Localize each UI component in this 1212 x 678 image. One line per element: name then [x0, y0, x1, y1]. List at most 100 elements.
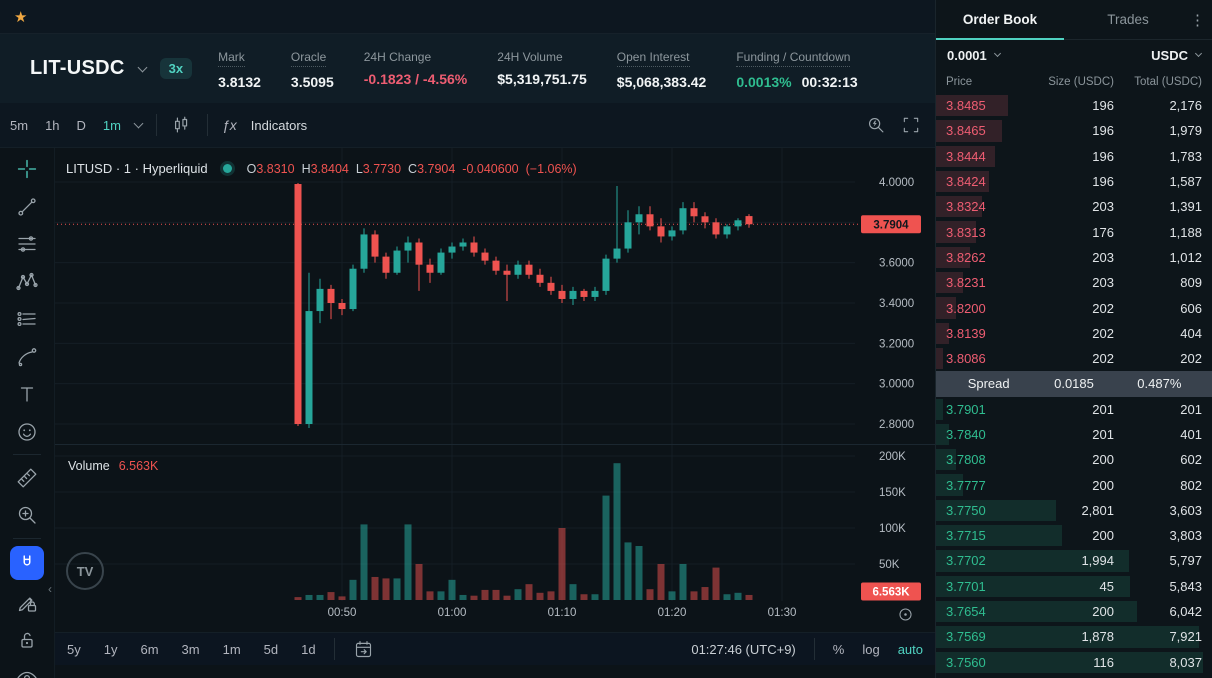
- bid-row[interactable]: 3.7701 45 5,843: [936, 574, 1212, 599]
- kebab-menu-icon[interactable]: ⋮: [1190, 12, 1205, 29]
- price-cell: 3.7701: [946, 578, 986, 594]
- bid-row[interactable]: 3.7569 1,878 7,921: [936, 624, 1212, 649]
- ask-row[interactable]: 3.8324 203 1,391: [936, 194, 1212, 219]
- percent-scale-button[interactable]: %: [832, 641, 845, 657]
- zoom-in-tool[interactable]: [12, 500, 42, 530]
- price-chart-canvas[interactable]: 4.0000 3.6000 3.4000 3.2000 3.0000 2.8000 200K…: [55, 148, 935, 632]
- fib-retracement-tool[interactable]: [12, 229, 42, 259]
- size-cell: 203: [1092, 199, 1114, 215]
- text-tool[interactable]: [12, 379, 42, 409]
- volume-label: Volume: [68, 459, 110, 473]
- depth-bar: [936, 626, 1200, 648]
- interval-D[interactable]: D: [76, 117, 86, 133]
- price-cell: 3.8465: [946, 123, 986, 139]
- emoji-tool[interactable]: [12, 417, 42, 447]
- ask-row[interactable]: 3.8313 176 1,188: [936, 219, 1212, 244]
- svg-text:6.563K: 6.563K: [872, 587, 910, 599]
- bid-row[interactable]: 3.7777 200 802: [936, 472, 1212, 497]
- ask-row[interactable]: 3.8465 196 1,979: [936, 118, 1212, 143]
- interval-5m[interactable]: 5m: [10, 117, 29, 133]
- fullscreen-icon[interactable]: [901, 115, 921, 135]
- leverage-badge[interactable]: 3x: [159, 58, 193, 79]
- indicators-button[interactable]: Indicators: [250, 117, 308, 133]
- range-1m[interactable]: 1m: [222, 641, 241, 657]
- spread-label: Spread: [967, 376, 1010, 392]
- collapse-drawing-toolbar-arrow[interactable]: ‹: [48, 582, 52, 596]
- favorites-star-icon[interactable]: ★: [14, 8, 28, 26]
- trend-line-tool[interactable]: [12, 192, 42, 222]
- ask-row[interactable]: 3.8444 196 1,783: [936, 144, 1212, 169]
- interval-1m[interactable]: 1m: [102, 117, 121, 133]
- bid-row[interactable]: 3.7715 200 3,803: [936, 523, 1212, 548]
- quick-search-icon[interactable]: [865, 114, 887, 136]
- range-5y[interactable]: 5y: [67, 641, 81, 657]
- bid-row[interactable]: 3.7654 200 6,042: [936, 599, 1212, 624]
- quote-currency-select[interactable]: USDC: [1151, 48, 1203, 63]
- brush-tool[interactable]: [12, 342, 42, 372]
- total-cell: 6,042: [1169, 604, 1202, 620]
- ask-row[interactable]: 3.8231 203 809: [936, 270, 1212, 295]
- spread-percent: 0.487%: [1137, 376, 1182, 392]
- price-cell: 3.8313: [946, 224, 986, 240]
- timezone-clock[interactable]: 01:27:46 (UTC+9): [691, 641, 796, 657]
- divider: [13, 454, 41, 455]
- bid-row[interactable]: 3.7808 200 602: [936, 447, 1212, 472]
- market-status-dot-icon[interactable]: [222, 164, 232, 173]
- total-cell: 8,037: [1169, 654, 1202, 670]
- measure-tool[interactable]: [12, 463, 42, 493]
- ask-row[interactable]: 3.8139 202 404: [936, 321, 1212, 346]
- projection-tool[interactable]: [12, 304, 42, 334]
- stat-value-part: 00:32:13: [801, 73, 858, 90]
- range-1y[interactable]: 1y: [103, 641, 118, 657]
- depth-bar: [936, 297, 957, 319]
- drawing-lock-tool[interactable]: [12, 588, 42, 618]
- range-1d[interactable]: 1d: [301, 641, 316, 657]
- price-cell: 3.7750: [946, 502, 986, 518]
- tick-size-select[interactable]: 0.0001: [947, 48, 1001, 63]
- symbol-name[interactable]: LIT-USDC: [30, 57, 125, 79]
- bid-row[interactable]: 3.7560 116 8,037: [936, 650, 1212, 675]
- price-cell: 3.8262: [946, 249, 986, 265]
- auto-scale-button[interactable]: auto: [897, 641, 923, 657]
- hide-drawings-eye-tool[interactable]: [12, 663, 42, 678]
- crosshair-tool[interactable]: [12, 154, 42, 184]
- magnet-tool[interactable]: [10, 546, 44, 580]
- log-scale-button[interactable]: log: [862, 641, 880, 657]
- stat-value-part: 3.5095: [290, 73, 334, 90]
- interval-chevron-down-icon[interactable]: [133, 118, 144, 129]
- legend-symbol[interactable]: LITUSD · 1 · Hyperliquid: [66, 161, 208, 176]
- tab-order-book[interactable]: Order Book: [936, 0, 1064, 40]
- ask-row[interactable]: 3.8424 196 1,587: [936, 169, 1212, 194]
- price-axis-settings-icon[interactable]: [896, 605, 915, 629]
- bid-row[interactable]: 3.7702 1,994 5,797: [936, 548, 1212, 573]
- bid-row[interactable]: 3.7750 2,801 3,603: [936, 498, 1212, 523]
- stat-value: 3.8132: [218, 74, 261, 90]
- xabcd-pattern-tool[interactable]: [12, 267, 42, 297]
- stat-label-row: 24H Volume: [497, 48, 587, 71]
- bid-row[interactable]: 3.7840 201 401: [936, 422, 1212, 447]
- range-6m[interactable]: 6m: [140, 641, 159, 657]
- ohlc-value: 3.8310: [256, 161, 295, 176]
- bid-row[interactable]: 3.7901 201 201: [936, 397, 1212, 422]
- price-cell: 3.7654: [946, 604, 986, 620]
- depth-bar: [936, 221, 976, 243]
- fx-icon[interactable]: ƒx: [221, 117, 237, 133]
- ask-row[interactable]: 3.8086 202 202: [936, 346, 1212, 371]
- candle-style-icon[interactable]: [171, 114, 193, 136]
- price-cell: 3.7569: [946, 629, 986, 645]
- stat-block: 24H Volume $5,319,751.75: [497, 48, 587, 90]
- range-3m[interactable]: 3m: [181, 641, 200, 657]
- tab-trades[interactable]: Trades: [1107, 12, 1149, 27]
- price-cell: 3.8485: [946, 98, 986, 114]
- unlock-all-tool[interactable]: [12, 625, 42, 655]
- interval-1h[interactable]: 1h: [45, 117, 60, 133]
- depth-bar: [936, 322, 950, 344]
- ask-row[interactable]: 3.8485 196 2,176: [936, 93, 1212, 118]
- size-cell: 200: [1092, 452, 1114, 468]
- symbol-chevron-down-icon[interactable]: [137, 62, 148, 72]
- ask-row[interactable]: 3.8262 203 1,012: [936, 245, 1212, 270]
- go-to-date-icon[interactable]: [353, 639, 374, 660]
- tradingview-logo[interactable]: TV: [66, 552, 104, 590]
- ask-row[interactable]: 3.8200 202 606: [936, 295, 1212, 320]
- range-5d[interactable]: 5d: [263, 641, 279, 657]
